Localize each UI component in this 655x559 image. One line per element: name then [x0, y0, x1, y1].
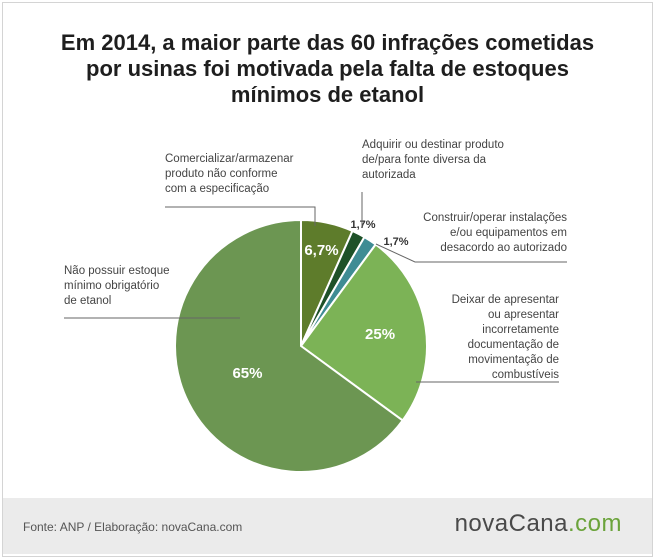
footer-bar: Fonte: ANP / Elaboração: novaCana.com no… [3, 498, 652, 554]
category-label-5: Não possuir estoque mínimo obrigatório de … [64, 265, 169, 307]
value-label-2: 1,7% [350, 219, 375, 231]
leader-line-3 [375, 243, 567, 263]
value-label-4: 25% [365, 326, 395, 343]
logo-part-cana: Cana [508, 510, 568, 537]
pie-slice-5 [174, 218, 405, 473]
leader-line-1 [165, 206, 316, 226]
category-label-2: Adquirir ou destinar produto de/para font… [362, 139, 504, 181]
value-label-5: 65% [232, 365, 262, 382]
title-line-2: por usinas foi motivada pela falta de es… [86, 56, 569, 81]
title-line-3: mínimos de etanol [230, 82, 425, 107]
logo-part-com: .com [567, 510, 622, 537]
category-label-1: Comercializar/armazenar produto não confo… [165, 153, 294, 195]
chart-title: Em 2014, a maior parte das 60 infrações … [0, 30, 655, 108]
pie-chart: 6,7% 1,7% 1,7% 25% 65% Comercializar/armazena… [64, 139, 567, 473]
value-label-1: 6,7% [304, 242, 338, 259]
category-label-3: Construir/operar instalações e/ou equipam… [423, 212, 567, 254]
title-line-1: Em 2014, a maior parte das 60 infrações … [60, 30, 595, 55]
pie-slice-4 [299, 243, 428, 422]
novacana-logo: novaCana.com [455, 510, 622, 538]
value-label-3: 1,7% [383, 236, 408, 248]
category-label-4: Deixar de apresentar ou apresentar incorre… [452, 294, 560, 381]
source-note: Fonte: ANP / Elaboração: novaCana.com [23, 520, 243, 534]
logo-part-nova: nova [454, 510, 509, 537]
